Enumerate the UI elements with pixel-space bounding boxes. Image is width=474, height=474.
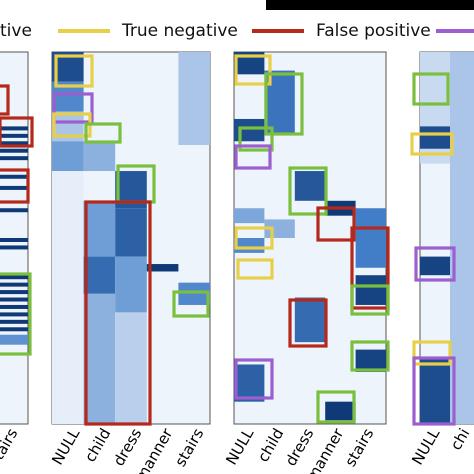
heatmap-cell-p2-null-4 [52, 171, 84, 424]
legend-label-partial: tive [0, 21, 32, 41]
heatmap-cell-p3-manner-1 [325, 401, 356, 421]
heatmap-cell-p3-stairs-0 [355, 208, 386, 268]
heatmap-cell-p1-stripe-11 [0, 282, 28, 287]
heatmap-cell-p2-child-0 [83, 141, 116, 172]
annotation-box-false-positive-19 [350, 226, 390, 310]
heatmap-cell-p1-stripe-2 [0, 141, 28, 146]
legend-item-false-negative [436, 18, 474, 44]
heatmap-cell-p3-dress-1 [294, 297, 326, 343]
heatmap-cell-p1-stripe-5 [0, 174, 28, 179]
legend-swatch-false-positive [252, 29, 304, 33]
annotation-box-false-negative-29 [412, 356, 456, 426]
annotation-box-true-negative-26 [410, 132, 454, 156]
heatmap-cell-p2-dress-2 [115, 256, 147, 313]
legend-swatch-true-negative [58, 29, 110, 33]
legend-item-partial: tive [0, 18, 32, 44]
x-tick-label-p1-0: stairs [0, 425, 21, 470]
annotation-box-false-negative-23 [234, 358, 274, 400]
heatmap-cell-p2-dress-1 [115, 208, 147, 257]
heatmap-cell-p1-stripe-4 [0, 156, 28, 161]
annotation-box-false-positive-9 [84, 200, 152, 426]
heatmap-cell-p1-stripe-10 [0, 275, 28, 280]
heatmap-cell-p1-stripe-8 [0, 238, 28, 242]
heatmap-cell-p1-stripe-0 [0, 126, 28, 131]
heatmap-cell-p2-child-2 [83, 256, 116, 294]
annotation-box-false-positive-2 [0, 168, 30, 204]
annotation-box-true-positive-25 [412, 72, 450, 106]
heatmap-cell-p1-stripe-9 [0, 245, 28, 250]
annotation-box-true-positive-21 [350, 284, 390, 316]
x-tick-label-p4-1: chi [447, 425, 474, 453]
heatmap-cell-p3-stairs-2 [355, 349, 386, 372]
annotation-box-true-positive-22 [350, 340, 390, 372]
annotation-box-true-negative-18 [236, 258, 274, 280]
heatmap-cell-p1-stripe-12 [0, 290, 28, 295]
heatmap-cell-p1-stripe-14 [0, 304, 28, 309]
heatmap-cell-p4-1 [420, 126, 450, 149]
heatmap-cell-p2-stairs-0 [178, 52, 210, 145]
annotation-box-true-positive-7 [84, 122, 122, 144]
x-tick-label-p2-4: stairs [171, 425, 207, 470]
heatmap-cell-p3-null-3 [234, 238, 265, 253]
annotation-box-true-positive-10 [172, 290, 210, 318]
heatmap-cell-p2-manner-0 [146, 264, 179, 272]
annotation-box-false-positive-1 [0, 116, 34, 148]
annotation-box-false-positive-0 [0, 84, 10, 116]
heatmap-cell-p3-null-4 [234, 364, 265, 402]
legend-item-true-negative: True negative [58, 18, 238, 44]
x-tick-label-p3-4: stairs [341, 425, 377, 470]
heatmap-cell-p1-block [0, 334, 28, 345]
annotation-box-false-negative-5 [52, 92, 94, 124]
heatmap-cell-p1-stripe-17 [0, 327, 28, 332]
heatmap-cell-p2-stairs-1 [178, 282, 210, 305]
heatmap-cell-p4-2 [420, 256, 450, 276]
annotation-box-false-negative-14 [234, 144, 272, 170]
heatmap-cell-p2-child-3 [83, 293, 116, 424]
legend-top-bar [266, 0, 474, 10]
legend-swatch-false-negative [436, 29, 474, 33]
annotation-box-true-negative-4 [54, 54, 94, 88]
heatmap-cell-p3-null-2 [234, 208, 265, 224]
heatmap-cell-p1-stripe-1 [0, 133, 28, 138]
legend-item-false-positive: False positive [252, 18, 431, 44]
x-tick-label-p2-0: NULL [48, 425, 83, 468]
heatmap-cell-p1-stripe-13 [0, 297, 28, 302]
annotation-box-true-negative-11 [234, 54, 272, 86]
legend-label-true-negative: True negative [122, 21, 238, 41]
annotation-box-true-negative-28 [412, 340, 452, 366]
heatmap-cell-p1-stripe-7 [0, 208, 28, 213]
annotation-box-true-positive-24 [316, 390, 356, 424]
x-tick-label-p3-0: NULL [222, 425, 257, 468]
annotation-box-false-positive-20 [288, 298, 328, 348]
heatmap-cell-p1-stripe-15 [0, 312, 28, 317]
x-tick-label-p4-0: NULL [408, 425, 443, 468]
heatmap-cell-p1-stripe-6 [0, 185, 28, 190]
annotation-box-true-negative-17 [234, 226, 274, 250]
legend-label-false-positive: False positive [316, 21, 431, 41]
annotation-box-false-negative-27 [414, 246, 456, 282]
annotation-box-true-positive-12 [264, 72, 304, 136]
heatmap-cell-p1-stripe-3 [0, 148, 28, 153]
annotation-box-true-positive-13 [238, 126, 274, 152]
heatmap-cell-p4-3 [420, 357, 450, 424]
heatmap-cell-p2-null-3 [52, 141, 84, 172]
annotation-box-false-positive-16 [316, 206, 356, 242]
heatmap-cell-p2-dress-3 [115, 312, 147, 424]
annotation-box-true-positive-15 [288, 166, 328, 216]
heatmap-cell-p1-stripe-16 [0, 319, 28, 324]
heatmap-cell-p3-stairs-1 [355, 275, 386, 305]
heatmap-cell-p2-child-1 [83, 200, 116, 257]
annotation-box-true-positive-3 [0, 272, 32, 356]
heatmap-cell-p3-null-1 [234, 118, 265, 142]
heatmap-cell-p3-dress-0 [294, 171, 326, 201]
